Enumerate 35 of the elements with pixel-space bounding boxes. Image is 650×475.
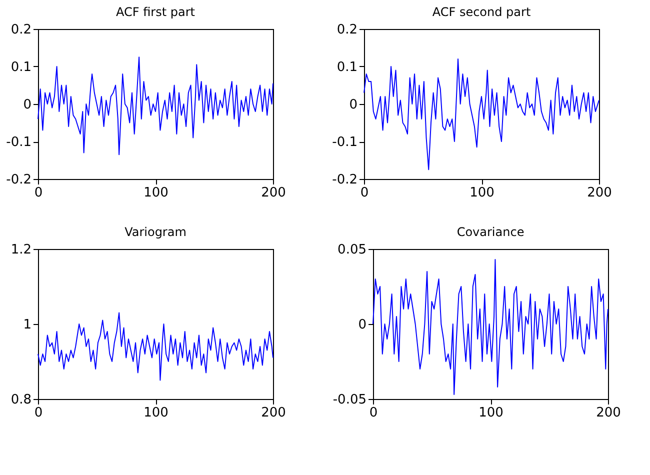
chart-title: ACF first part	[116, 5, 196, 19]
y-tick-label: -0.1	[332, 135, 358, 150]
y-tick-label: -0.2	[6, 172, 32, 188]
line-series	[372, 259, 608, 395]
y-tick-label: 0	[358, 318, 366, 332]
x-tick-label: 200	[261, 406, 286, 420]
x-tick-label: 100	[144, 406, 168, 420]
x-tick-label: 100	[470, 186, 494, 200]
y-tick-label: 0.8	[10, 392, 32, 408]
line-series	[38, 56, 274, 156]
x-tick-label: 200	[261, 186, 286, 200]
y-tick-label: 0	[23, 98, 32, 112]
y-tick-label: -0.2	[332, 172, 358, 188]
x-tick-label: 200	[596, 406, 621, 420]
y-tick-label: -0.05	[332, 392, 366, 408]
x-tick-label: 0	[34, 186, 43, 200]
line-series	[364, 58, 600, 170]
x-tick-label: 200	[587, 186, 612, 200]
line-series	[38, 312, 274, 381]
y-tick-label: 1	[23, 318, 32, 332]
y-tick-label: 0.2	[336, 22, 358, 38]
y-tick-label: 0.1	[336, 60, 358, 75]
y-tick-label: 0	[349, 98, 358, 112]
chart-title: Covariance	[456, 225, 524, 239]
chart-title: ACF second part	[432, 5, 531, 19]
chart-title: Variogram	[124, 225, 186, 239]
y-tick-label: 0.2	[10, 22, 32, 38]
y-tick-label: 1.2	[10, 242, 32, 258]
y-tick-label: -0.1	[6, 135, 32, 150]
x-tick-label: 100	[144, 186, 168, 200]
x-tick-label: 100	[478, 406, 504, 420]
x-tick-label: 0	[369, 406, 378, 420]
y-tick-label: 0.1	[10, 60, 32, 75]
x-tick-label: 0	[34, 406, 43, 420]
y-tick-label: 0.05	[338, 242, 366, 258]
